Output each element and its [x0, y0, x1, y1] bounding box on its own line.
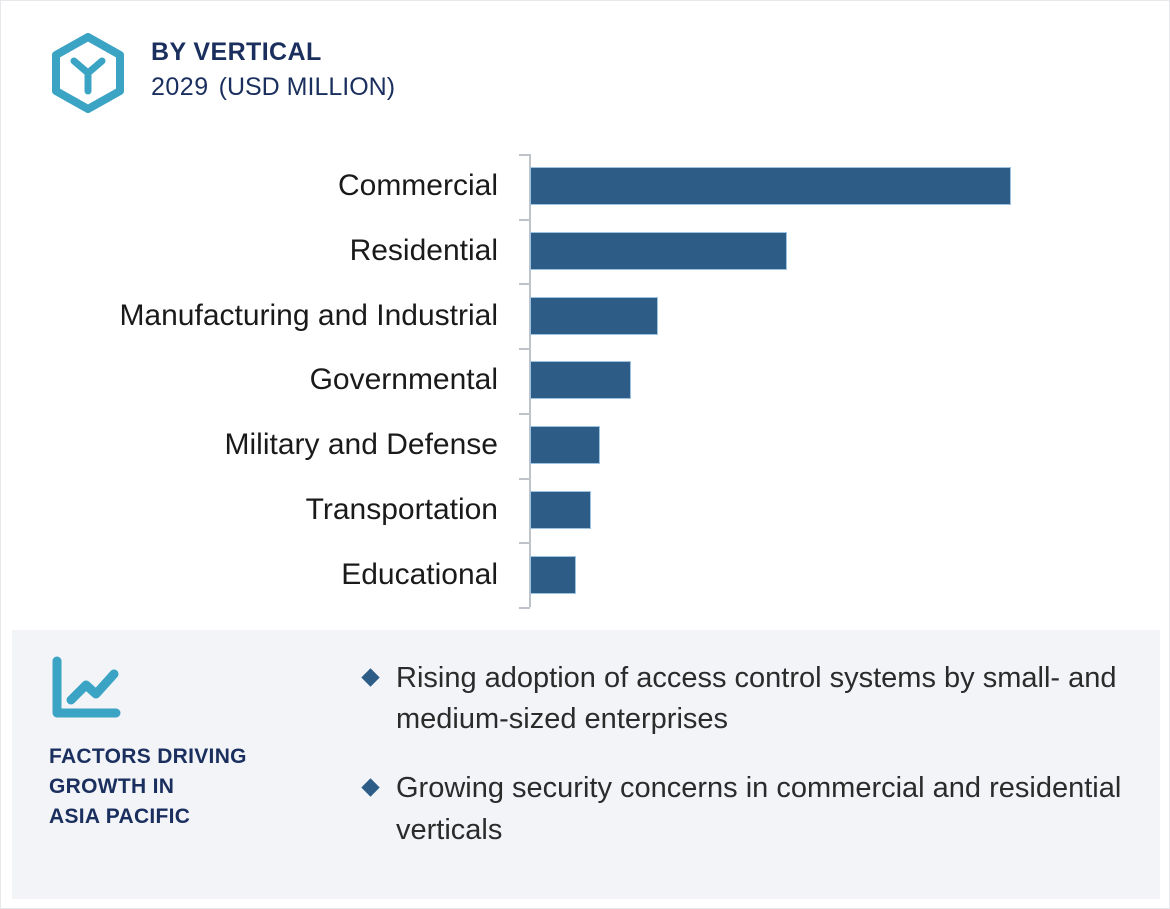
axis-tick: [519, 542, 530, 545]
bar-category-label: Transportation: [305, 492, 498, 526]
bar: [530, 296, 658, 335]
axis-tick: [519, 348, 530, 351]
bullet-text: Growing security concerns in commercial …: [396, 772, 1122, 846]
bar-category-label: Residential: [349, 234, 498, 268]
bar-row: Military and Defense: [1, 413, 1169, 478]
axis-tick: [519, 283, 530, 286]
bar-row: Transportation: [1, 478, 1169, 543]
bar-category-label: Governmental: [309, 363, 498, 397]
list-item: Rising adoption of access control system…: [361, 658, 1134, 740]
factors-bullet-list: Rising adoption of access control system…: [361, 658, 1134, 851]
bar-category-label: Military and Defense: [224, 428, 498, 462]
bar: [530, 167, 1011, 206]
bar: [530, 490, 591, 529]
bar-chart: Commercial Residential Manufacturing and I…: [1, 149, 1169, 619]
page-subtitle: 2029 (USD MILLION): [151, 71, 395, 104]
bar-rows: Commercial Residential Manufacturing and I…: [1, 154, 1169, 607]
bar: [530, 426, 600, 465]
panel-heading-line-1: FACTORS DRIVING: [49, 745, 247, 768]
bar-category-label: Commercial: [337, 169, 498, 203]
diamond-bullet-icon: [361, 778, 380, 798]
chart-header: BY VERTICAL 2029 (USD MILLION): [49, 31, 395, 113]
axis-tick: [519, 154, 530, 156]
panel-heading-line-2: GROWTH IN: [49, 774, 175, 798]
bar: [530, 232, 787, 271]
bar: [530, 555, 576, 594]
axis-tick: [519, 607, 530, 609]
bullet-text: Rising adoption of access control system…: [396, 662, 1117, 736]
bar-row: Manufacturing and Industrial: [1, 283, 1169, 348]
axis-tick: [519, 412, 530, 415]
axis-tick: [519, 218, 530, 221]
bar-row: Educational: [1, 542, 1169, 607]
hexagon-y-icon: [49, 33, 127, 113]
page-title: BY VERTICAL: [151, 38, 322, 66]
panel-left-column: FACTORS DRIVING GROWTH IN ASIA PACIFIC: [49, 656, 339, 831]
bar-category-label: Educational: [341, 557, 498, 591]
axis-tick: [519, 477, 530, 480]
bar-row: Commercial: [1, 154, 1169, 219]
factors-panel: FACTORS DRIVING GROWTH IN ASIA PACIFIC R…: [12, 630, 1160, 899]
subtitle-unit: (USD MILLION): [218, 73, 396, 102]
bar-row: Governmental: [1, 348, 1169, 413]
panel-heading-line-3: ASIA PACIFIC: [49, 804, 191, 828]
bar-category-label: Manufacturing and Industrial: [119, 298, 498, 332]
line-chart-growth-icon: [49, 656, 339, 722]
subtitle-year: 2029: [151, 73, 209, 102]
diamond-bullet-icon: [361, 668, 380, 687]
header-text-block: BY VERTICAL 2029 (USD MILLION): [151, 31, 395, 104]
list-item: Growing security concerns in commercial …: [361, 768, 1134, 850]
bar-row: Residential: [1, 219, 1169, 284]
panel-heading: FACTORS DRIVING GROWTH IN ASIA PACIFIC: [49, 742, 339, 831]
bar: [530, 361, 631, 400]
